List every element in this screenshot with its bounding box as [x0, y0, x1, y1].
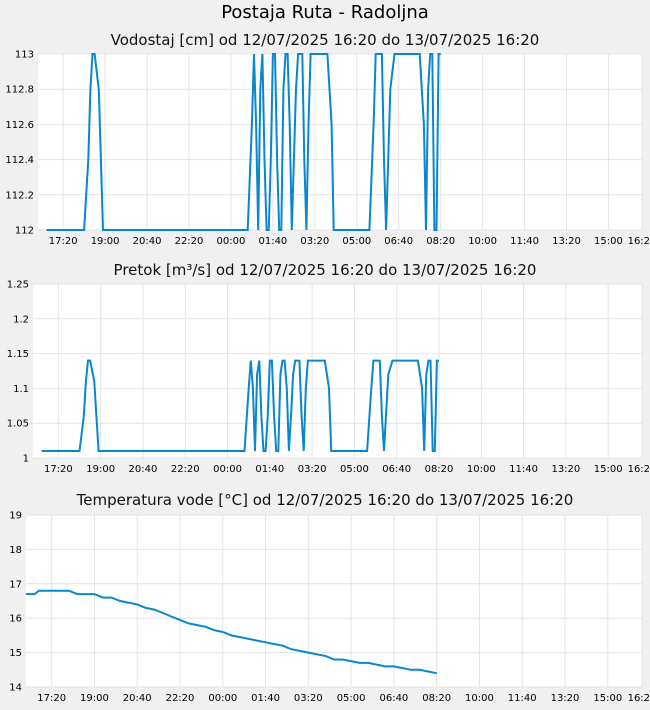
y-tick-label: 112.8 — [5, 85, 34, 96]
water-level-chart: Vodostaj [cm] od 12/07/2025 16:20 do 13/… — [5, 31, 650, 247]
x-tick-label: 16:20 — [628, 236, 650, 247]
x-tick-label: 17:20 — [49, 236, 78, 247]
x-tick-label: 20:40 — [123, 693, 152, 704]
x-tick-label: 05:00 — [337, 693, 366, 704]
x-tick-label: 10:00 — [468, 236, 497, 247]
y-tick-label: 17 — [9, 579, 22, 590]
x-tick-label: 08:20 — [426, 236, 455, 247]
x-tick-label: 01:40 — [255, 464, 284, 475]
plot-area — [33, 284, 642, 458]
x-tick-label: 17:20 — [44, 464, 73, 475]
series-line — [26, 589, 437, 675]
x-tick-label: 00:00 — [208, 693, 237, 704]
y-tick-label: 1.2 — [13, 314, 29, 325]
plot-area — [26, 515, 642, 687]
x-tick-label: 00:00 — [217, 236, 246, 247]
y-tick-label: 19 — [9, 511, 22, 522]
x-tick-label: 08:20 — [425, 464, 454, 475]
series-line — [41, 359, 439, 452]
x-tick-label: 22:20 — [175, 236, 204, 247]
x-tick-label: 03:20 — [298, 464, 327, 475]
x-tick-label: 20:40 — [133, 236, 162, 247]
x-tick-label: 19:00 — [91, 236, 120, 247]
x-tick-label: 19:00 — [80, 693, 109, 704]
x-tick-label: 06:40 — [379, 693, 408, 704]
x-tick-label: 20:40 — [129, 464, 158, 475]
x-tick-label: 15:00 — [593, 693, 622, 704]
y-tick-label: 112 — [15, 226, 34, 237]
x-tick-label: 06:40 — [384, 236, 413, 247]
x-tick-label: 01:40 — [251, 693, 280, 704]
chart-title: Temperatura vode [°C] od 12/07/2025 16:2… — [76, 491, 574, 509]
x-tick-label: 13:20 — [552, 236, 581, 247]
y-tick-label: 14 — [9, 683, 22, 694]
y-tick-label: 1.1 — [13, 384, 29, 395]
x-tick-label: 10:00 — [465, 693, 494, 704]
chart-title: Vodostaj [cm] od 12/07/2025 16:20 do 13/… — [111, 31, 540, 49]
x-tick-label: 06:40 — [382, 464, 411, 475]
discharge-chart: Pretok [m³/s] od 12/07/2025 16:20 do 13/… — [7, 261, 650, 475]
x-tick-label: 13:20 — [551, 464, 580, 475]
x-tick-label: 11:40 — [509, 464, 538, 475]
x-tick-label: 15:00 — [594, 464, 623, 475]
x-tick-label: 16:20 — [628, 464, 650, 475]
series-line — [46, 53, 441, 231]
y-tick-label: 112.2 — [5, 190, 34, 201]
chart-title: Pretok [m³/s] od 12/07/2025 16:20 do 13/… — [114, 261, 537, 279]
x-tick-label: 13:20 — [551, 693, 580, 704]
x-tick-label: 11:40 — [508, 693, 537, 704]
y-tick-label: 18 — [9, 545, 22, 556]
y-tick-label: 1.15 — [7, 349, 29, 360]
x-tick-label: 03:20 — [294, 693, 323, 704]
x-tick-label: 05:00 — [342, 236, 371, 247]
y-tick-label: 1.25 — [7, 280, 29, 291]
x-tick-label: 10:00 — [467, 464, 496, 475]
plot-area — [38, 54, 642, 230]
y-tick-label: 15 — [9, 648, 22, 659]
x-tick-label: 22:20 — [171, 464, 200, 475]
y-tick-label: 1.05 — [7, 419, 29, 430]
x-tick-label: 00:00 — [213, 464, 242, 475]
y-tick-label: 112.4 — [5, 155, 34, 166]
x-tick-label: 15:00 — [594, 236, 623, 247]
x-tick-label: 22:20 — [166, 693, 195, 704]
x-tick-label: 19:00 — [86, 464, 115, 475]
y-tick-label: 16 — [9, 614, 22, 625]
page-title: Postaja Ruta - Radoljna — [221, 2, 429, 23]
water-temperature-chart: Temperatura vode [°C] od 12/07/2025 16:2… — [9, 491, 650, 704]
y-tick-label: 112.6 — [5, 120, 34, 131]
x-tick-label: 01:40 — [258, 236, 287, 247]
x-tick-label: 05:00 — [340, 464, 369, 475]
y-tick-label: 1 — [23, 454, 29, 465]
x-tick-label: 17:20 — [37, 693, 66, 704]
x-tick-label: 08:20 — [422, 693, 451, 704]
x-tick-label: 03:20 — [300, 236, 329, 247]
x-tick-label: 16:20 — [628, 693, 650, 704]
y-tick-label: 113 — [15, 50, 34, 61]
x-tick-label: 11:40 — [510, 236, 539, 247]
